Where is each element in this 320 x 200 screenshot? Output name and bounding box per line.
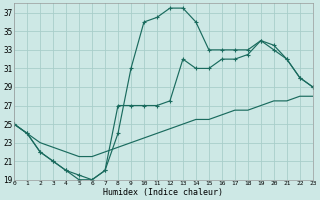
X-axis label: Humidex (Indice chaleur): Humidex (Indice chaleur): [103, 188, 223, 197]
